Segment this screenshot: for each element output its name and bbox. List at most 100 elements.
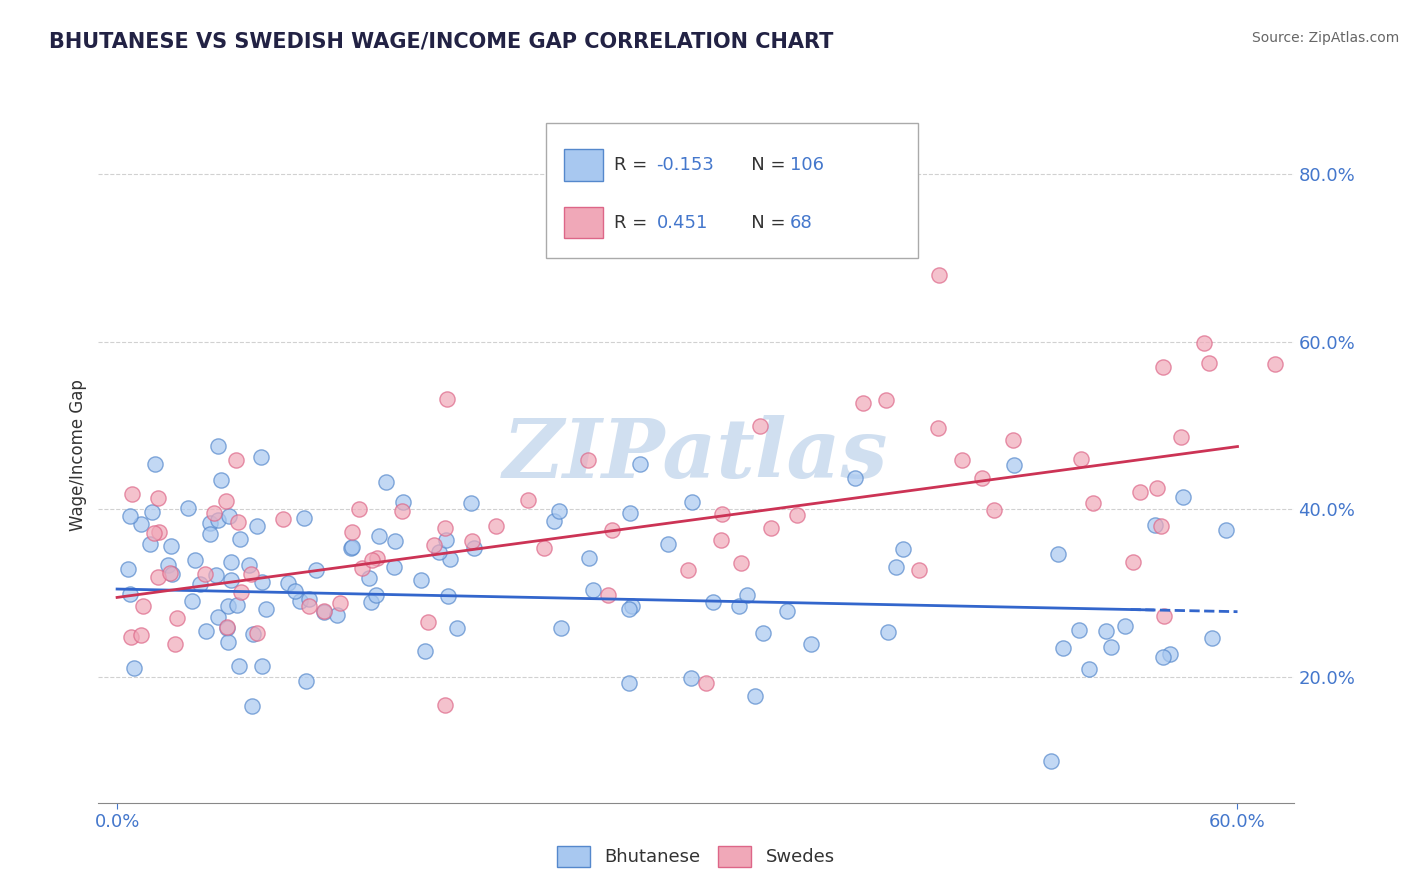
Point	[141, 505, 163, 519]
Point	[427, 545, 450, 559]
Point	[184, 552, 207, 566]
Point	[250, 659, 273, 673]
Text: N =: N =	[734, 213, 792, 232]
Point	[314, 605, 336, 619]
Point	[1039, 754, 1062, 768]
Point	[695, 676, 717, 690]
Point	[194, 567, 217, 582]
Point	[297, 591, 319, 606]
Point	[254, 602, 277, 616]
Point	[1170, 430, 1192, 444]
Point	[361, 553, 384, 567]
Point	[122, 660, 145, 674]
Point	[970, 470, 993, 484]
Point	[157, 558, 180, 572]
Point	[1095, 624, 1118, 639]
Point	[366, 588, 388, 602]
Point	[711, 508, 734, 522]
Point	[209, 474, 232, 488]
Point	[229, 533, 252, 547]
Point	[928, 268, 950, 282]
Text: BHUTANESE VS SWEDISH WAGE/INCOME GAP CORRELATION CHART: BHUTANESE VS SWEDISH WAGE/INCOME GAP COR…	[49, 31, 834, 51]
Point	[226, 598, 249, 612]
Point	[217, 635, 239, 649]
Point	[217, 599, 239, 614]
Point	[288, 594, 311, 608]
Point	[1122, 555, 1144, 569]
Text: 0.451: 0.451	[657, 213, 709, 232]
Point	[423, 538, 446, 552]
Point	[304, 563, 326, 577]
Text: ZIPatlas: ZIPatlas	[503, 415, 889, 495]
Point	[215, 493, 238, 508]
Point	[533, 541, 555, 555]
Point	[436, 392, 458, 406]
Point	[359, 571, 381, 585]
Point	[1069, 623, 1091, 637]
Point	[437, 589, 460, 603]
Point	[1215, 524, 1237, 538]
Point	[620, 599, 643, 614]
Point	[238, 558, 260, 572]
Point	[350, 561, 373, 575]
Point	[228, 658, 250, 673]
Point	[240, 699, 263, 714]
Point	[1046, 547, 1069, 561]
Point	[676, 563, 699, 577]
Point	[619, 602, 641, 616]
Point	[600, 523, 623, 537]
Point	[517, 492, 540, 507]
Point	[876, 624, 898, 639]
Point	[749, 419, 772, 434]
Text: N =: N =	[734, 156, 792, 174]
Point	[1002, 458, 1025, 472]
Point	[188, 577, 211, 591]
Point	[582, 583, 605, 598]
Point	[121, 487, 143, 501]
Point	[242, 627, 264, 641]
Point	[744, 690, 766, 704]
Point	[367, 529, 389, 543]
Point	[418, 615, 440, 629]
Point	[298, 599, 321, 613]
Point	[312, 604, 335, 618]
Point	[391, 504, 413, 518]
Point	[374, 475, 396, 489]
Point	[1144, 518, 1167, 533]
Point	[159, 539, 181, 553]
Point	[295, 674, 318, 689]
Text: -0.153: -0.153	[657, 156, 714, 174]
Y-axis label: Wage/Income Gap: Wage/Income Gap	[69, 379, 87, 531]
Point	[118, 587, 141, 601]
Point	[384, 533, 406, 548]
Point	[329, 596, 352, 610]
Point	[366, 551, 388, 566]
Point	[271, 512, 294, 526]
Point	[908, 563, 931, 577]
Point	[1002, 434, 1025, 448]
Point	[326, 607, 349, 622]
Point	[702, 594, 724, 608]
Point	[1153, 608, 1175, 623]
Point	[434, 521, 457, 535]
Text: R =: R =	[614, 213, 654, 232]
Point	[202, 506, 225, 520]
Point	[207, 439, 229, 453]
Point	[1192, 335, 1215, 350]
Point	[800, 637, 823, 651]
Point	[1264, 358, 1286, 372]
Point	[434, 698, 457, 712]
Legend: Bhutanese, Swedes: Bhutanese, Swedes	[550, 838, 842, 874]
Point	[166, 611, 188, 625]
Point	[657, 536, 679, 550]
Point	[217, 620, 239, 634]
Point	[146, 491, 169, 506]
Point	[679, 671, 702, 685]
Point	[1152, 359, 1174, 374]
Point	[142, 526, 165, 541]
Point	[207, 512, 229, 526]
Point	[752, 626, 775, 640]
Text: 68: 68	[790, 213, 813, 232]
Point	[1081, 496, 1104, 510]
Point	[198, 516, 221, 530]
